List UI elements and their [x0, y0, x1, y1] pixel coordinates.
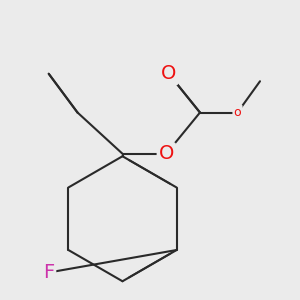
Text: O: O [159, 144, 174, 163]
Text: O: O [161, 64, 176, 83]
Text: F: F [43, 263, 54, 282]
Text: o: o [234, 106, 241, 119]
